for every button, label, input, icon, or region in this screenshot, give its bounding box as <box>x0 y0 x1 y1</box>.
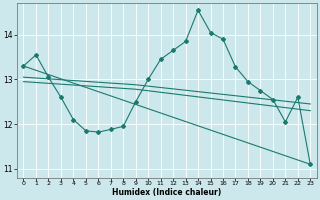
X-axis label: Humidex (Indice chaleur): Humidex (Indice chaleur) <box>112 188 221 197</box>
